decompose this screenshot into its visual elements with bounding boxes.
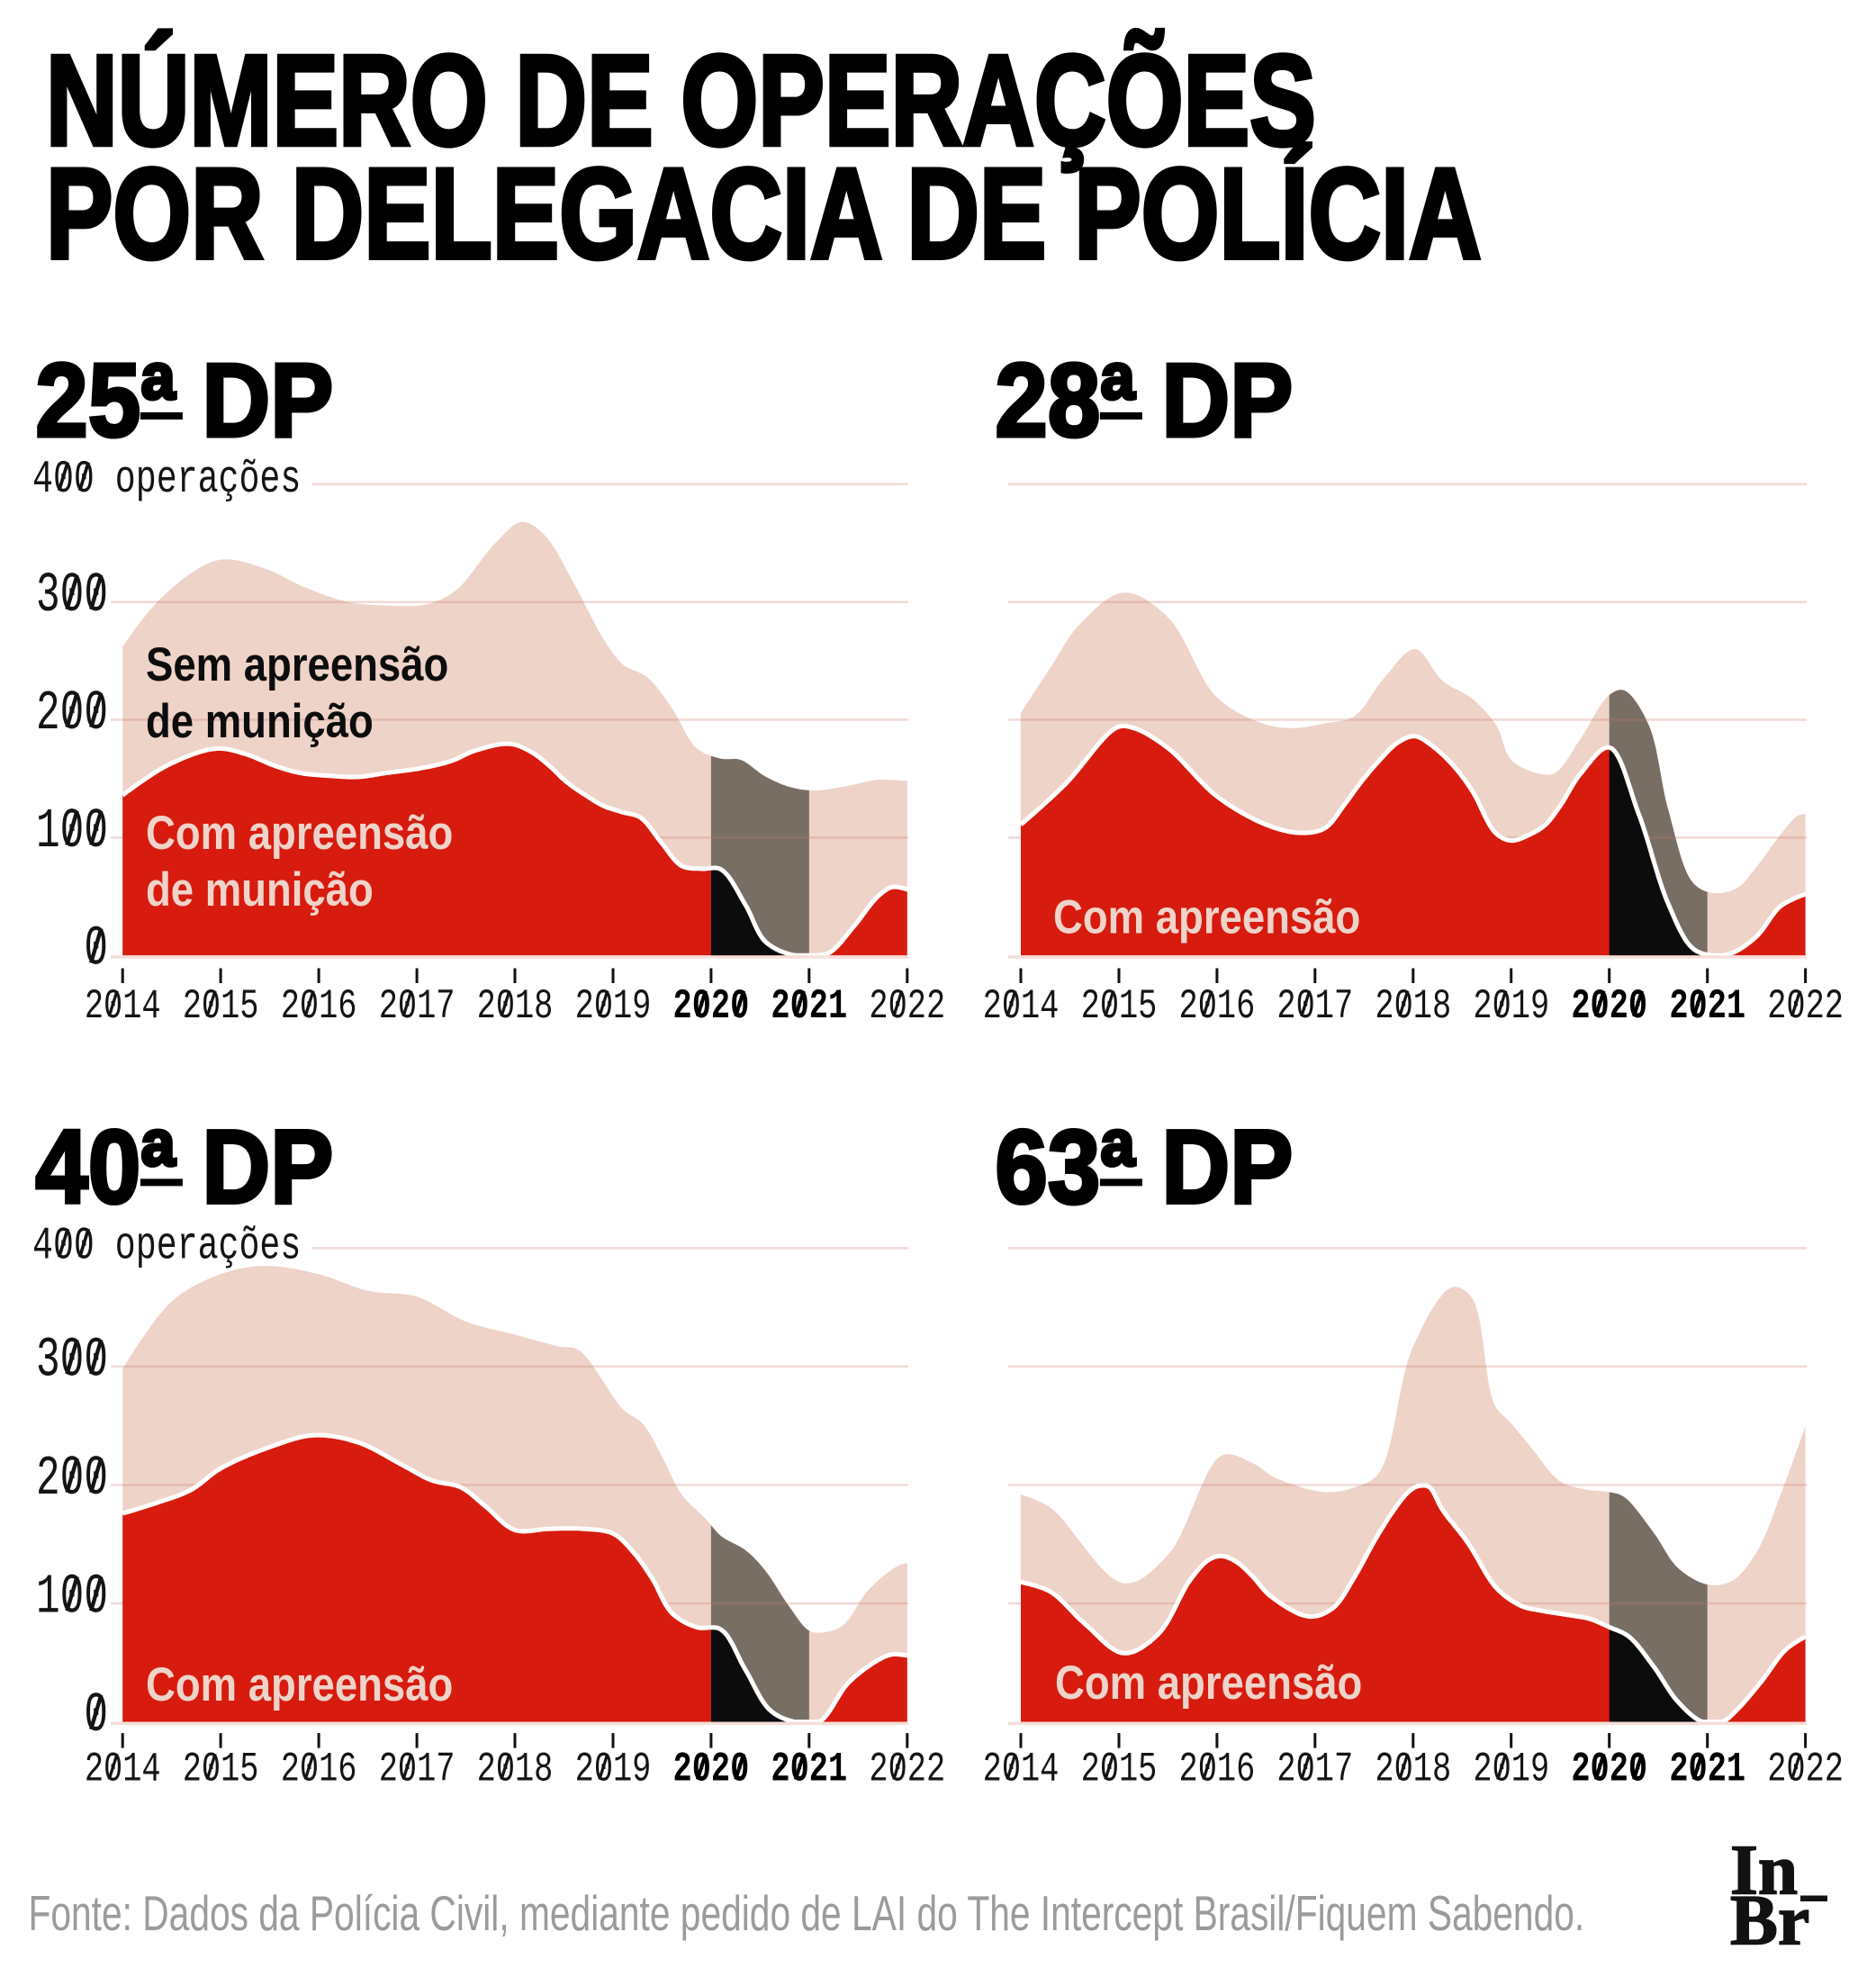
svg-text:400 operações: 400 operações <box>32 1220 301 1272</box>
svg-text:2019: 2019 <box>1473 1747 1549 1793</box>
svg-text:In: In <box>1730 1831 1798 1910</box>
svg-text:2017: 2017 <box>379 984 455 1031</box>
svg-text:NÚMERO DE OPERAÇÕES: NÚMERO DE OPERAÇÕES <box>46 29 1316 173</box>
svg-text:2021: 2021 <box>1669 1747 1745 1793</box>
svg-text:2018: 2018 <box>477 1747 554 1793</box>
svg-text:2018: 2018 <box>477 984 554 1031</box>
svg-text:63ª DP: 63ª DP <box>995 1109 1293 1225</box>
svg-text:2022: 2022 <box>1767 984 1844 1031</box>
svg-text:2018: 2018 <box>1375 984 1451 1031</box>
svg-text:Fonte: Dados da Polícia Civil,: Fonte: Dados da Polícia Civil, mediante … <box>29 1886 1585 1941</box>
svg-text:400 operações: 400 operações <box>32 454 301 506</box>
svg-text:2022: 2022 <box>869 1747 945 1793</box>
svg-text:2018: 2018 <box>1375 1747 1451 1793</box>
svg-text:2019: 2019 <box>575 984 652 1031</box>
svg-text:2020: 2020 <box>673 984 750 1031</box>
svg-text:Com apreensão: Com apreensão <box>146 807 453 860</box>
svg-text:POR DELEGACIA DE POLÍCIA: POR DELEGACIA DE POLÍCIA <box>46 142 1482 285</box>
svg-text:de munição: de munição <box>146 695 374 748</box>
svg-text:2021: 2021 <box>1669 984 1745 1031</box>
svg-text:2014: 2014 <box>85 1747 161 1793</box>
svg-text:2022: 2022 <box>1767 1747 1844 1793</box>
svg-text:2014: 2014 <box>85 984 161 1031</box>
svg-text:2016: 2016 <box>1179 1747 1256 1793</box>
svg-text:2019: 2019 <box>575 1747 652 1793</box>
svg-text:40ª DP: 40ª DP <box>35 1109 333 1225</box>
svg-text:2014: 2014 <box>983 984 1060 1031</box>
svg-text:2015: 2015 <box>183 984 259 1031</box>
svg-text:2015: 2015 <box>1081 984 1158 1031</box>
svg-text:2021: 2021 <box>771 1747 847 1793</box>
svg-text:2021: 2021 <box>771 984 847 1031</box>
svg-text:2019: 2019 <box>1473 984 1549 1031</box>
svg-text:2016: 2016 <box>281 984 357 1031</box>
svg-text:2017: 2017 <box>1276 984 1353 1031</box>
svg-text:2017: 2017 <box>1276 1747 1353 1793</box>
svg-text:Com apreensão: Com apreensão <box>1055 1657 1362 1710</box>
svg-text:2020: 2020 <box>1571 1747 1647 1793</box>
svg-text:2020: 2020 <box>673 1747 750 1793</box>
svg-text:25ª DP: 25ª DP <box>35 343 333 459</box>
svg-text:2014: 2014 <box>983 1747 1060 1793</box>
svg-text:2020: 2020 <box>1571 984 1647 1031</box>
svg-text:28ª DP: 28ª DP <box>995 343 1293 459</box>
svg-text:Br: Br <box>1730 1882 1809 1961</box>
svg-text:Sem apreensão: Sem apreensão <box>146 638 448 691</box>
svg-text:Com apreensão: Com apreensão <box>146 1658 453 1711</box>
svg-text:de munição: de munição <box>146 863 374 916</box>
svg-text:2016: 2016 <box>281 1747 357 1793</box>
svg-text:2015: 2015 <box>183 1747 259 1793</box>
svg-text:2017: 2017 <box>379 1747 455 1793</box>
svg-text:Com apreensão: Com apreensão <box>1053 890 1360 943</box>
svg-text:2022: 2022 <box>869 984 945 1031</box>
svg-text:2015: 2015 <box>1081 1747 1158 1793</box>
svg-text:2016: 2016 <box>1179 984 1256 1031</box>
